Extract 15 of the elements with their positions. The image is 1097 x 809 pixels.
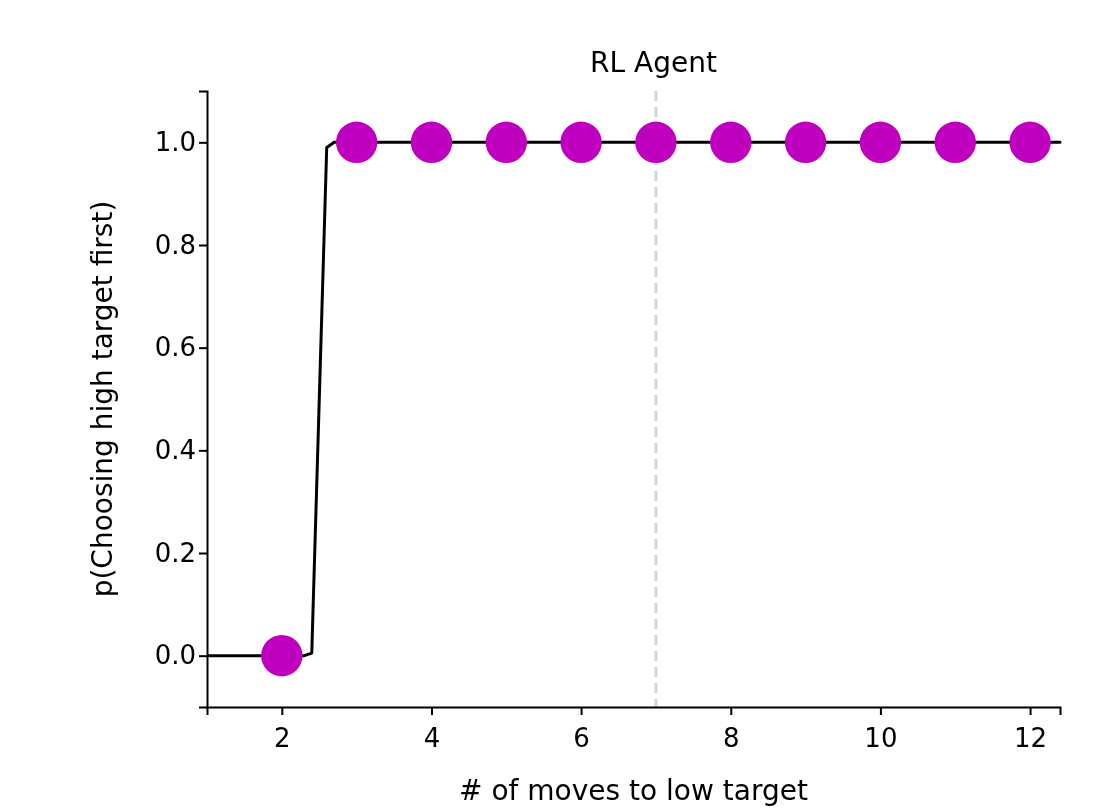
y-tick-label: 0.4 (154, 435, 196, 466)
y-axis-title: p(Choosing high target first) (86, 200, 119, 598)
y-tick-label: 0.6 (154, 332, 196, 363)
y-tick-label: 0.0 (154, 640, 196, 671)
x-tick-label: 12 (1014, 722, 1048, 753)
x-axis-title: # of moves to low target (459, 774, 808, 807)
chart-title: RL Agent (590, 46, 717, 79)
y-tick-label: 0.8 (154, 229, 196, 260)
x-tick-label: 10 (864, 722, 898, 753)
x-tick-label: 2 (274, 722, 291, 753)
x-tick-label: 8 (723, 722, 740, 753)
x-tick-label: 6 (573, 722, 590, 753)
x-tick-label: 4 (423, 722, 441, 753)
y-tick-label: 0.2 (154, 537, 196, 568)
y-tick-label: 1.0 (154, 127, 196, 158)
